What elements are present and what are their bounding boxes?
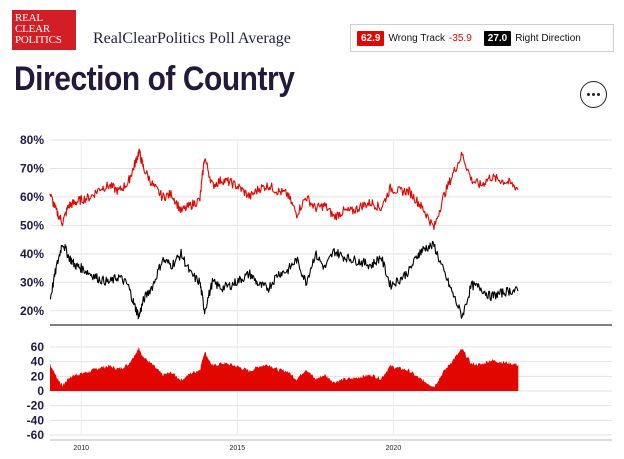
wrong-track-line [49,148,519,231]
y-tick-label: 20% [20,304,44,318]
x-tick-label: 2010 [73,445,89,452]
more-options-button[interactable] [580,81,607,108]
spread-area [50,347,519,391]
logo-line: CLEAR [15,23,51,35]
right-direction-value: 27.0 [483,30,512,46]
y-tick-label: 70% [20,161,44,175]
x-tick-label: 2015 [230,445,246,452]
x-tick-label: 2020 [386,445,402,452]
right-direction-line [49,240,519,320]
wrong-track-value: 62.9 [357,30,385,46]
rcp-logo[interactable]: REAL CLEAR POLITICS [12,10,76,50]
dot-icon [597,93,600,96]
wrong-track-label: Wrong Track [388,32,445,44]
y-tick-label: -60 [27,428,45,442]
page-subtitle: RealClearPolitics Poll Average [93,30,291,47]
y-tick-label: -20 [27,399,45,413]
logo-line: REAL [15,12,43,24]
chart-legend: 62.9 Wrong Track -35.9 27.0 Right Direct… [350,24,614,52]
y-tick-label: 0 [37,384,44,398]
logo-line: POLITICS [15,34,62,46]
y-tick-label: 40% [20,247,44,261]
y-tick-label: 40 [31,355,45,369]
dot-icon [592,93,595,96]
page-title: Direction of Country [14,60,295,98]
y-tick-label: 50% [20,218,44,232]
y-tick-label: -40 [27,413,45,427]
y-tick-label: 80% [20,133,44,147]
y-tick-label: 60 [31,340,45,354]
dot-icon [587,93,590,96]
y-tick-label: 20 [31,369,45,383]
y-tick-label: 60% [20,190,44,204]
y-tick-label: 30% [20,275,44,289]
spread-value: -35.9 [448,32,472,44]
right-direction-label: Right Direction [515,32,581,44]
